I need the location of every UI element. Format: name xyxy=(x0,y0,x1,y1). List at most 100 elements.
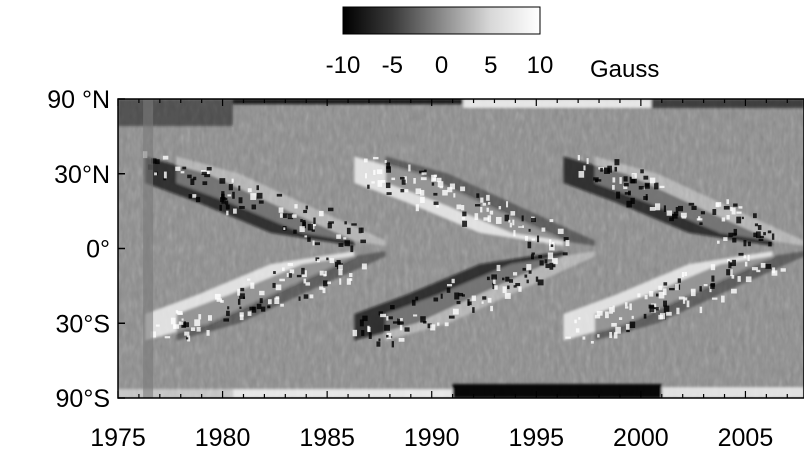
field-speck xyxy=(225,204,230,210)
field-speck xyxy=(765,263,772,269)
field-speck xyxy=(338,268,343,276)
field-speck xyxy=(699,286,702,292)
field-speck xyxy=(678,296,685,300)
field-speck xyxy=(643,175,649,180)
field-speck xyxy=(771,233,775,240)
field-speck xyxy=(677,278,681,283)
field-speck xyxy=(360,227,364,233)
field-speck xyxy=(663,305,670,313)
field-speck xyxy=(574,319,577,324)
field-speck xyxy=(729,259,733,263)
field-speck xyxy=(549,262,554,270)
field-speck xyxy=(413,314,418,317)
colorbar-tick-label: 5 xyxy=(484,52,497,79)
field-speck xyxy=(663,282,668,286)
field-speck xyxy=(615,326,621,334)
south-polar-field xyxy=(661,387,804,398)
field-speck xyxy=(400,188,405,193)
y-tick-label: 30°S xyxy=(56,310,110,338)
field-speck xyxy=(675,206,679,213)
field-speck xyxy=(575,328,580,333)
field-speck xyxy=(699,306,703,314)
field-speck xyxy=(631,173,637,179)
field-speck xyxy=(624,306,629,309)
field-speck xyxy=(247,188,252,193)
field-speck xyxy=(346,278,351,285)
field-speck xyxy=(461,217,466,220)
field-speck xyxy=(336,234,341,239)
field-speck xyxy=(359,319,364,327)
field-speck xyxy=(349,278,353,281)
field-speck xyxy=(611,322,617,327)
field-speck xyxy=(408,164,411,172)
field-speck xyxy=(541,227,546,232)
field-speck xyxy=(220,197,224,202)
x-axis: 1975 1980 1985 1990 1995 2000 2005 xyxy=(90,99,788,452)
field-speck xyxy=(545,263,550,269)
field-speck xyxy=(287,263,294,266)
field-speck xyxy=(640,169,644,174)
field-speck xyxy=(663,205,666,212)
field-speck xyxy=(507,285,510,290)
field-speck xyxy=(644,295,648,300)
field-speck xyxy=(733,228,738,236)
field-speck xyxy=(239,312,244,317)
field-speck xyxy=(239,306,242,309)
field-speck xyxy=(736,211,742,214)
field-speck xyxy=(376,341,381,347)
field-speck xyxy=(299,226,305,232)
field-speck xyxy=(509,222,512,228)
field-speck xyxy=(381,179,386,183)
field-speck xyxy=(378,338,381,342)
field-speck xyxy=(596,310,603,316)
field-speck xyxy=(433,201,439,205)
field-speck xyxy=(616,191,621,199)
field-speck xyxy=(688,202,695,206)
field-speck xyxy=(314,242,321,246)
field-speck xyxy=(669,287,675,291)
field-speck xyxy=(319,286,324,290)
field-speck xyxy=(259,298,263,304)
field-speck xyxy=(433,192,438,196)
field-speck xyxy=(530,217,536,223)
field-speck xyxy=(433,297,439,302)
field-speck xyxy=(367,325,370,332)
field-speck xyxy=(219,204,222,211)
field-speck xyxy=(225,200,229,205)
field-speck xyxy=(327,223,332,229)
field-speck xyxy=(544,259,548,264)
field-speck xyxy=(526,264,532,271)
field-speck xyxy=(204,174,211,178)
field-speck xyxy=(505,276,510,282)
field-speck xyxy=(562,252,568,256)
field-speck xyxy=(326,257,329,261)
field-speck xyxy=(453,193,456,198)
field-speck xyxy=(673,211,679,216)
field-speck xyxy=(630,177,637,184)
field-speck xyxy=(238,197,243,204)
field-speck xyxy=(398,321,404,325)
field-speck xyxy=(732,238,737,243)
field-speck xyxy=(612,177,616,183)
field-speck xyxy=(496,264,501,272)
field-speck xyxy=(744,261,748,267)
field-speck xyxy=(490,305,493,312)
field-speck xyxy=(351,223,357,226)
field-speck xyxy=(373,156,379,160)
field-speck xyxy=(274,297,280,305)
field-speck xyxy=(363,158,368,163)
field-speck xyxy=(524,274,528,278)
field-speck xyxy=(272,282,276,288)
field-speck xyxy=(251,306,257,313)
field-speck xyxy=(710,283,715,289)
field-speck xyxy=(565,239,570,247)
south-polar-field xyxy=(118,388,234,398)
data-gap-stripe xyxy=(143,99,154,398)
field-speck xyxy=(401,179,406,185)
field-speck xyxy=(723,237,728,241)
field-speck xyxy=(481,301,484,304)
field-speck xyxy=(237,298,241,305)
field-speck xyxy=(256,303,262,310)
field-speck xyxy=(456,300,461,305)
field-speck xyxy=(391,341,394,348)
